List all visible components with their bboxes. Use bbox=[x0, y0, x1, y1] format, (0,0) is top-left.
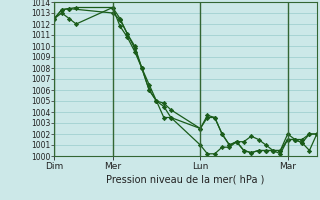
X-axis label: Pression niveau de la mer( hPa ): Pression niveau de la mer( hPa ) bbox=[107, 175, 265, 185]
